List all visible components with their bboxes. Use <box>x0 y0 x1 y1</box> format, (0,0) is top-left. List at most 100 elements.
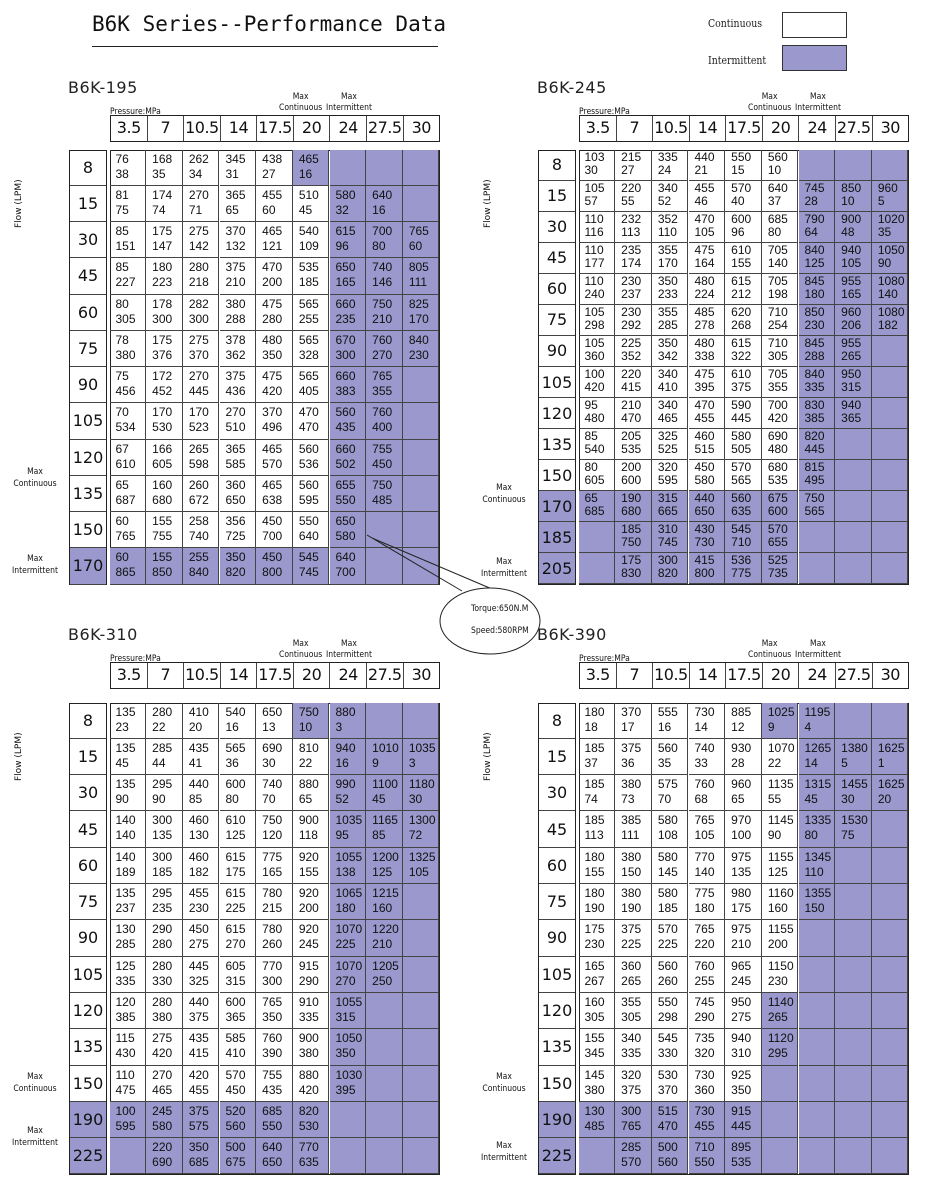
speed-value: 30 <box>584 162 598 177</box>
flow-cell: 90 <box>70 920 106 957</box>
table-cell: 165 267 <box>578 956 616 993</box>
torque-value: 70 <box>115 405 129 420</box>
table-cell: 465 121 <box>256 222 293 259</box>
torque-value: 470 <box>262 260 283 275</box>
speed-value: 680 <box>621 504 642 519</box>
table-cell: 915 445 <box>725 1101 762 1139</box>
speed-value: 288 <box>804 348 825 363</box>
table-cell: 350 233 <box>651 273 689 305</box>
speed-value: 45 <box>804 792 818 807</box>
torque-value: 465 <box>298 151 319 166</box>
torque-value: 180 <box>152 260 173 275</box>
table-cell: 575 70 <box>651 775 689 812</box>
table-cell: 735 320 <box>688 1029 726 1066</box>
table-cell <box>798 522 836 554</box>
speed-value: 360 <box>584 348 605 363</box>
pressure-header-cell: 7 <box>148 663 185 688</box>
speed-value: 452 <box>152 384 173 398</box>
speed-value: 200 <box>767 937 788 952</box>
table-cell: 570 565 <box>725 460 762 492</box>
torque-value: 805 <box>408 260 429 275</box>
torque-value: 565 <box>298 296 319 311</box>
torque-value: 750 <box>262 813 283 828</box>
speed-value: 45 <box>115 755 129 770</box>
table-cell: 770 300 <box>256 956 293 993</box>
table-cell: 1220 210 <box>366 920 403 957</box>
torque-value: 580 <box>731 429 752 444</box>
speed-value: 485 <box>584 1118 605 1133</box>
speed-value: 598 <box>188 456 209 471</box>
table-cell <box>871 920 909 957</box>
speed-value: 350 <box>731 1082 752 1097</box>
table-cell: 135 45 <box>109 738 147 776</box>
torque-value: 825 <box>408 296 429 311</box>
torque-value: 960 <box>877 180 898 195</box>
speed-value: 335 <box>298 1009 319 1024</box>
speed-value: 223 <box>152 275 173 290</box>
speed-value: 376 <box>152 347 173 362</box>
torque-value: 460 <box>188 849 209 864</box>
speed-value: 480 <box>767 442 788 457</box>
speed-value: 550 <box>262 1118 283 1133</box>
speed-value: 75 <box>115 202 129 217</box>
speed-value: 315 <box>225 973 246 988</box>
table-cell <box>798 1065 836 1102</box>
performance-table-b6k-310: B6K-310 Max Continuous Max Intermittent Pre… <box>12 625 474 1175</box>
table-cell: 60 865 <box>109 548 147 585</box>
torque-value: 280 <box>152 994 173 1009</box>
table-cell: 180 155 <box>578 847 616 885</box>
torque-value: 125 <box>115 958 136 973</box>
table-cell: 375 225 <box>615 920 652 957</box>
speed-value: 27 <box>262 166 276 181</box>
speed-value: 28 <box>804 193 818 208</box>
torque-value: 185 <box>584 740 605 755</box>
table-cell: 110 177 <box>578 242 616 274</box>
table-cell <box>835 491 872 523</box>
table-cell: 410 20 <box>182 702 220 739</box>
torque-value: 760 <box>694 958 715 973</box>
table-cell <box>798 149 836 181</box>
speed-value: 650 <box>262 1155 283 1170</box>
speed-value: 65 <box>731 792 745 807</box>
speed-value: 225 <box>225 901 246 916</box>
torque-value: 615 <box>731 335 752 350</box>
speed-value: 235 <box>335 311 356 326</box>
speed-value: 85 <box>188 792 203 807</box>
torque-value: 536 <box>731 553 752 568</box>
table-cell: 320 375 <box>615 1065 652 1102</box>
torque-value: 230 <box>621 273 642 288</box>
table-cell: 460 515 <box>688 429 726 461</box>
table-cell <box>402 884 440 921</box>
table-cell: 580 505 <box>725 429 762 461</box>
torque-value: 385 <box>621 813 642 828</box>
torque-value: 705 <box>767 367 788 381</box>
torque-value: 470 <box>694 211 715 226</box>
table-cell: 85 227 <box>109 258 147 295</box>
table-cell: 460 130 <box>182 811 220 848</box>
speed-value: 465 <box>152 1082 173 1097</box>
torque-value: 620 <box>731 304 752 319</box>
table-cell: 1070 225 <box>329 920 367 957</box>
table-cell: 705 140 <box>761 242 799 274</box>
table-cell: 345 31 <box>219 149 257 186</box>
torque-value: 103 <box>584 149 605 164</box>
speed-value: 15 <box>731 162 745 177</box>
torque-value: 65 <box>115 477 129 492</box>
table-cell: 325 525 <box>651 429 689 461</box>
flow-cell: 45 <box>70 811 106 848</box>
table-cell: 760 400 <box>366 403 403 440</box>
torque-value: 775 <box>694 886 715 901</box>
table-cell: 280 380 <box>146 992 183 1030</box>
torque-value: 1625 <box>877 740 905 755</box>
speed-value: 10 <box>841 193 855 208</box>
torque-value: 350 <box>657 335 678 350</box>
table-cell: 450 580 <box>688 460 726 492</box>
torque-value: 100 <box>115 1103 136 1118</box>
speed-value: 105 <box>694 224 715 239</box>
torque-value: 135 <box>115 777 136 792</box>
speed-value: 170 <box>657 255 678 270</box>
table-cell: 700 420 <box>761 398 799 430</box>
speed-value: 155 <box>298 864 319 879</box>
torque-value: 450 <box>262 514 283 528</box>
flow-column: 8 15 30 45 60 75 90 105 120 135 150 190 225 <box>538 703 576 1175</box>
